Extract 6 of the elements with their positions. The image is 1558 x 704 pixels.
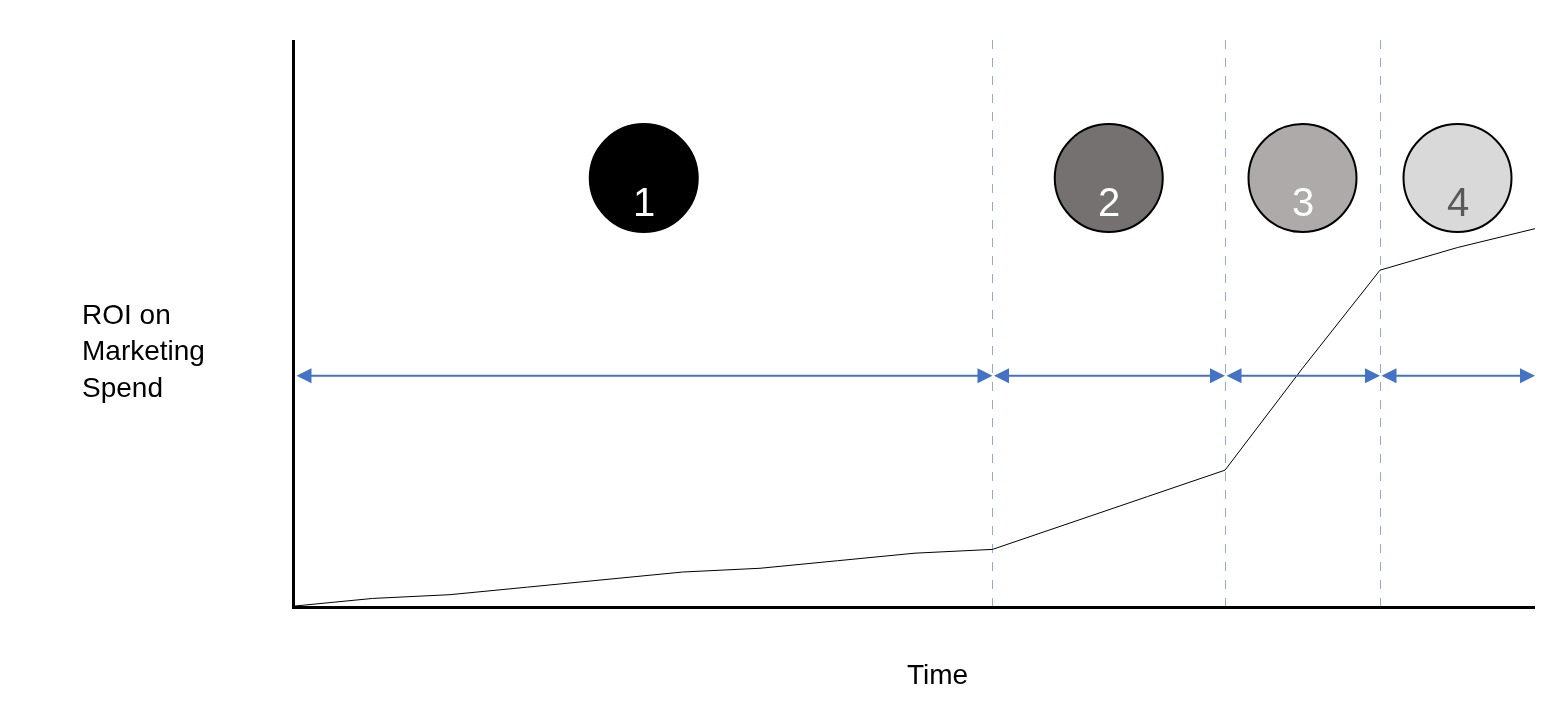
x-axis-title: Time [907, 659, 969, 690]
text: 1 [633, 180, 656, 224]
text: 4 [1447, 180, 1470, 224]
text: 2 [1098, 180, 1121, 224]
y-axis-title: ROI on Marketing Spend [82, 299, 205, 403]
text: 3 [1292, 180, 1315, 224]
